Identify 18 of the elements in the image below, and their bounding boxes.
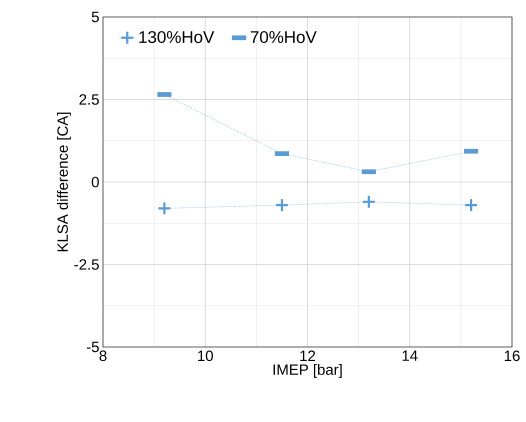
y-tick-label: 0 [92,176,99,188]
x-tick-label: 10 [198,350,213,362]
x-axis-title: IMEP [bar] [274,364,342,378]
legend-label: 130%HoV [139,31,214,44]
x-tick-label: 14 [402,350,418,361]
point [464,198,478,212]
y-axis-title: KLSA difference [CA] [56,112,71,252]
x-tick-label: 12 [300,350,316,361]
point [362,194,376,209]
x-tick-label: 16 [504,350,520,362]
x-tick-label: 8 [100,350,106,362]
point [274,198,290,212]
point [157,201,172,216]
y-tick-label: -2.5 [74,259,99,270]
legend-label: 70%HoV [250,31,317,44]
y-tick-label: 5 [92,12,99,22]
y-tick-label: -5 [86,342,99,352]
y-tick-label: 2.5 [79,94,99,105]
